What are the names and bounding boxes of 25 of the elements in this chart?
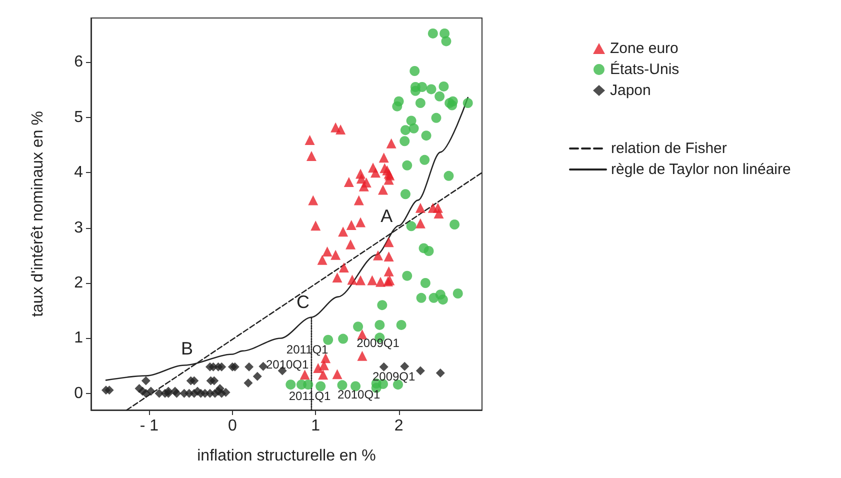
x-axis-title: inflation structurelle en % — [197, 448, 376, 464]
legend-label: règle de Taylor non linéaire — [611, 161, 791, 178]
x-tick-label: 0 — [228, 418, 237, 434]
y-tick-label: 0 — [74, 384, 84, 402]
y-tick-label: 2 — [74, 274, 84, 292]
x-tick-label: 2 — [394, 418, 404, 434]
annotation: A — [380, 206, 393, 226]
x-tick-label: 1 — [311, 418, 320, 434]
annotation: 2010Q1 — [338, 388, 381, 402]
legend-label: Japon — [610, 82, 651, 99]
y-tick-label: 1 — [74, 330, 84, 347]
annotation: 2009Q1 — [372, 369, 416, 384]
annotation: 2010Q1 — [266, 358, 310, 372]
legend-label: Zone euro — [610, 40, 678, 57]
y-tick-label: 6 — [74, 54, 84, 71]
legend-label: États-Unis — [610, 60, 680, 78]
y-tick-label: 5 — [74, 108, 84, 126]
annotation: B — [180, 338, 193, 359]
x-tick-label: - 1 — [140, 418, 159, 434]
y-tick-label: 3 — [74, 219, 84, 236]
annotation: C — [296, 292, 310, 312]
annotation: 2009Q1 — [356, 336, 400, 350]
y-tick-label: 4 — [74, 164, 84, 182]
legend-label: relation de Fisher — [611, 140, 727, 157]
y-axis-title: taux d'intérêt nominaux en % — [30, 111, 46, 317]
